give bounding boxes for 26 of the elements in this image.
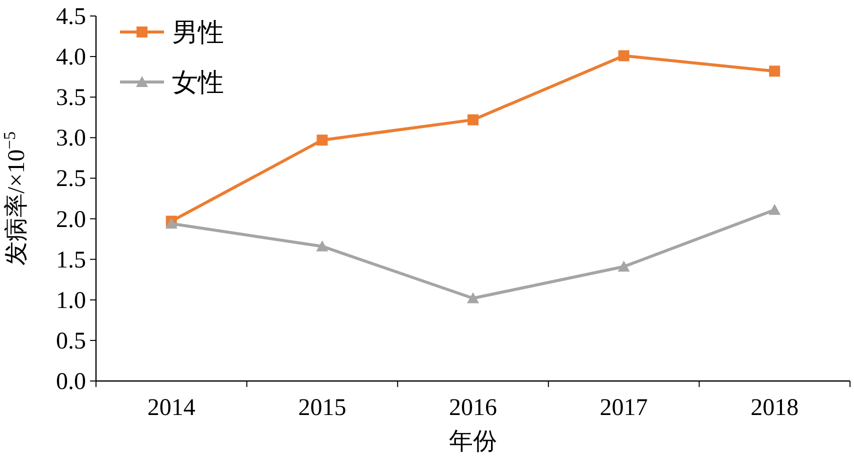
y-tick-label: 1.0 xyxy=(56,288,86,314)
y-tick-label: 4.5 xyxy=(56,4,86,30)
legend-label: 女性 xyxy=(172,68,224,98)
x-tick-label: 2018 xyxy=(750,395,799,421)
y-tick-label: 2.0 xyxy=(56,206,86,233)
x-tick-label: 2017 xyxy=(600,395,648,421)
point xyxy=(467,292,479,304)
y-tick-label: 4.0 xyxy=(56,44,86,71)
legend-label: 男性 xyxy=(172,18,224,48)
point xyxy=(618,50,630,62)
x-axis-title: 年份 xyxy=(449,429,497,455)
y-tick-label: 3.5 xyxy=(56,85,86,112)
y-tick-label: 0.0 xyxy=(56,369,86,395)
point xyxy=(468,114,478,126)
y-tick-label: 2.5 xyxy=(56,166,86,192)
y-tick-label: 1.5 xyxy=(56,247,86,274)
x-tick-label: 2016 xyxy=(449,395,497,421)
point xyxy=(316,134,328,146)
point xyxy=(316,240,328,252)
x-tick-label: 2015 xyxy=(298,395,346,421)
x-tick-label: 2014 xyxy=(147,395,196,421)
y-tick-label: 0.5 xyxy=(56,328,86,354)
point xyxy=(769,66,780,77)
point xyxy=(618,260,630,272)
y-tick-label: 3.0 xyxy=(56,126,86,152)
point xyxy=(768,204,781,215)
